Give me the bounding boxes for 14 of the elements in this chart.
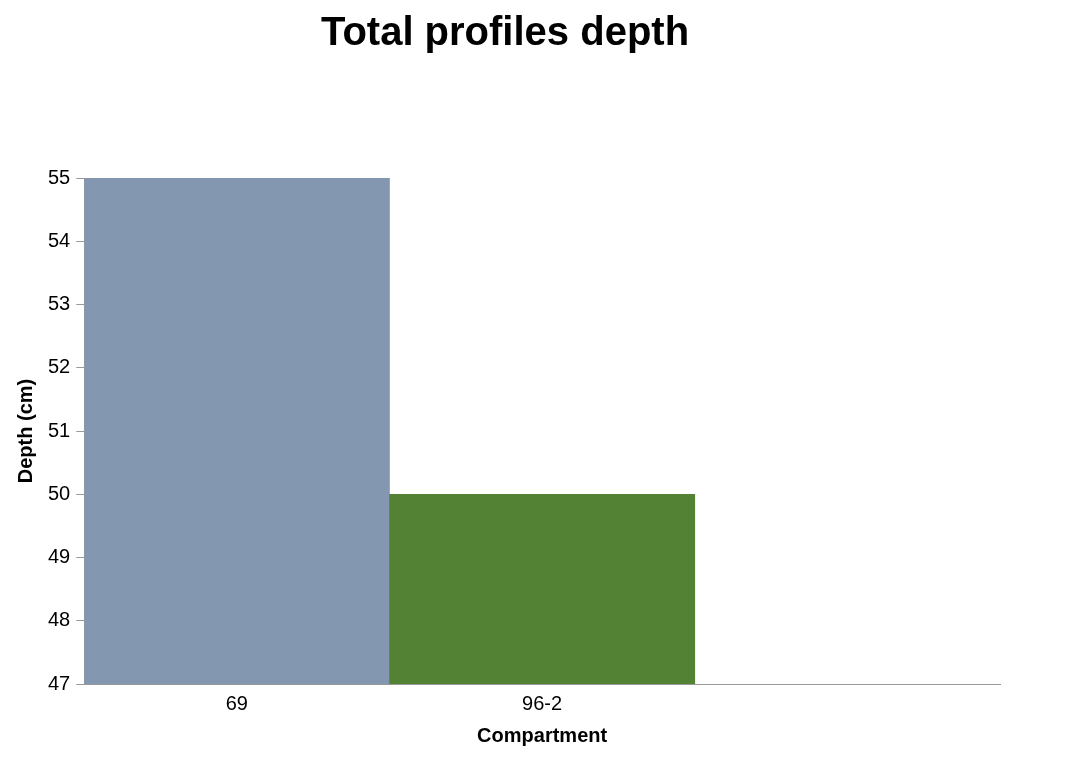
y-tick-label: 48 xyxy=(48,608,71,631)
x-tick-label: 96-2 xyxy=(522,691,563,714)
chart-title: Total profiles depth xyxy=(320,9,690,54)
y-axis-title: Depth (cm) xyxy=(13,378,36,484)
y-tick-label: 55 xyxy=(48,165,71,188)
y-tick-label: 51 xyxy=(48,418,71,441)
x-tick-label: 69 xyxy=(225,691,248,714)
x-axis-title: Compartment xyxy=(477,723,608,746)
y-tick-label: 52 xyxy=(48,355,71,378)
y-tick-label: 50 xyxy=(48,481,71,504)
y-tick-label: 47 xyxy=(48,671,71,694)
y-tick-label: 54 xyxy=(48,228,71,251)
y-tick-label: 53 xyxy=(48,292,71,315)
y-tick-label: 49 xyxy=(48,545,71,568)
